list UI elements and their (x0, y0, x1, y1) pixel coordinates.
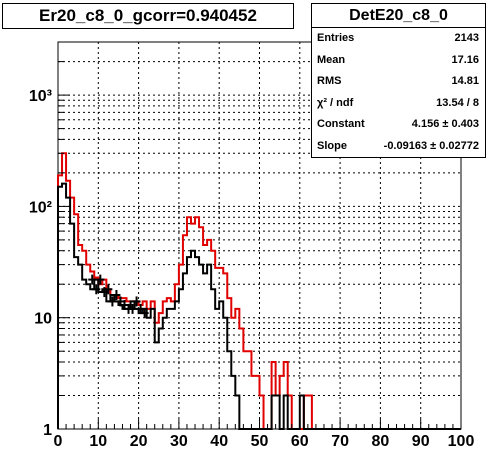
x-tick-label: 20 (130, 433, 148, 450)
stats-row-entries: Entries 2143 (312, 28, 485, 50)
stats-label: Constant (317, 118, 365, 131)
y-tick-label: 10² (29, 199, 52, 216)
x-tick-label: 30 (170, 433, 188, 450)
stats-label: RMS (317, 75, 342, 88)
y-tick-label: 1 (43, 422, 52, 439)
stats-value: -0.09163 ± 0.02772 (383, 139, 479, 152)
x-tick-label: 100 (448, 433, 475, 450)
stats-row-slope: Slope -0.09163 ± 0.02772 (312, 136, 485, 158)
stats-row-constant: Constant 4.156 ± 0.403 (312, 114, 485, 136)
x-tick-label: 10 (89, 433, 107, 450)
stats-row-chi2: χ² / ndf 13.54 / 8 (312, 93, 485, 115)
x-tick-label: 60 (291, 433, 309, 450)
y-tick-label: 10 (34, 311, 52, 328)
stats-title: DetE20_c8_0 (312, 4, 485, 28)
x-tick-label: 80 (372, 433, 390, 450)
stats-label: Mean (317, 53, 346, 66)
stats-row-mean: Mean 17.16 (312, 50, 485, 72)
stats-value: 13.54 / 8 (436, 96, 479, 109)
x-tick-label: 0 (54, 433, 63, 450)
stats-label: χ² / ndf (317, 96, 354, 109)
plot-title: Er20_c8_0_gcorr=0.940452 (2, 3, 294, 29)
x-tick-label: 40 (210, 433, 228, 450)
stats-box: DetE20_c8_0 Entries 2143 Mean 17.16 RMS … (311, 3, 486, 158)
stats-value: 14.81 (451, 75, 479, 88)
stats-value: 17.16 (451, 53, 479, 66)
stats-row-rms: RMS 14.81 (312, 71, 485, 93)
y-tick-label: 10³ (29, 88, 52, 105)
stats-value: 4.156 ± 0.403 (411, 118, 479, 131)
stats-label: Slope (317, 139, 347, 152)
stats-label: Entries (317, 32, 355, 44)
stats-value: 2143 (454, 32, 479, 44)
x-tick-label: 90 (412, 433, 430, 450)
x-tick-label: 70 (331, 433, 349, 450)
series-line-1 (57, 182, 461, 430)
x-tick-label: 50 (251, 433, 269, 450)
histogram-series (57, 152, 461, 430)
